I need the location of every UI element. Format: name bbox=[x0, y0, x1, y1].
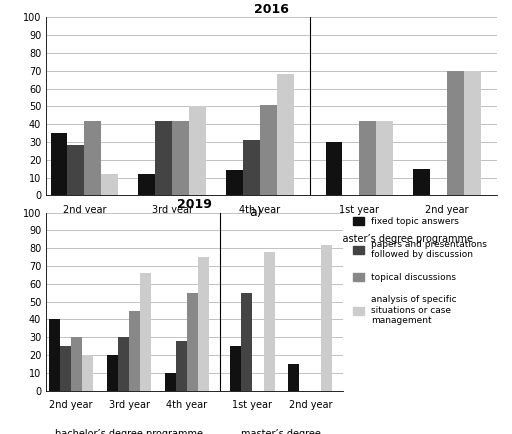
Bar bbox=[187, 293, 198, 391]
Text: bachelor’s degree programme: bachelor’s degree programme bbox=[98, 234, 246, 244]
Bar bbox=[101, 174, 118, 195]
Bar bbox=[49, 319, 60, 391]
Bar bbox=[359, 121, 376, 195]
Bar bbox=[226, 171, 243, 195]
Text: master’s degree programme: master’s degree programme bbox=[333, 234, 473, 244]
Bar bbox=[198, 257, 209, 391]
Bar bbox=[464, 71, 481, 195]
Bar bbox=[84, 121, 101, 195]
Bar bbox=[60, 346, 71, 391]
Bar bbox=[189, 106, 206, 195]
Bar bbox=[413, 168, 430, 195]
Bar bbox=[322, 245, 332, 391]
Bar bbox=[264, 252, 274, 391]
Bar bbox=[230, 346, 241, 391]
Bar bbox=[176, 341, 187, 391]
Bar bbox=[376, 121, 393, 195]
Bar bbox=[140, 273, 151, 391]
Text: bachelor’s degree programme: bachelor’s degree programme bbox=[55, 430, 203, 434]
Bar bbox=[326, 142, 343, 195]
Text: a): a) bbox=[250, 206, 262, 219]
Bar bbox=[71, 337, 82, 391]
Bar bbox=[82, 355, 93, 391]
Bar bbox=[51, 133, 68, 195]
Bar bbox=[155, 121, 172, 195]
Bar bbox=[68, 145, 84, 195]
Bar bbox=[276, 74, 293, 195]
Bar bbox=[288, 364, 299, 391]
Text: master’s degree
programme: master’s degree programme bbox=[242, 430, 322, 434]
Bar bbox=[165, 373, 176, 391]
Bar bbox=[241, 293, 252, 391]
Bar bbox=[243, 140, 260, 195]
Title: 2019: 2019 bbox=[177, 198, 212, 211]
Bar bbox=[107, 355, 118, 391]
Bar bbox=[447, 71, 464, 195]
Bar bbox=[118, 337, 129, 391]
Bar bbox=[172, 121, 189, 195]
Bar bbox=[138, 174, 155, 195]
Bar bbox=[260, 105, 276, 195]
Title: 2016: 2016 bbox=[254, 3, 289, 16]
Bar bbox=[129, 311, 140, 391]
Legend: fixed topic answers, papers and presentations
followed by discussion, topical di: fixed topic answers, papers and presenta… bbox=[353, 217, 486, 325]
